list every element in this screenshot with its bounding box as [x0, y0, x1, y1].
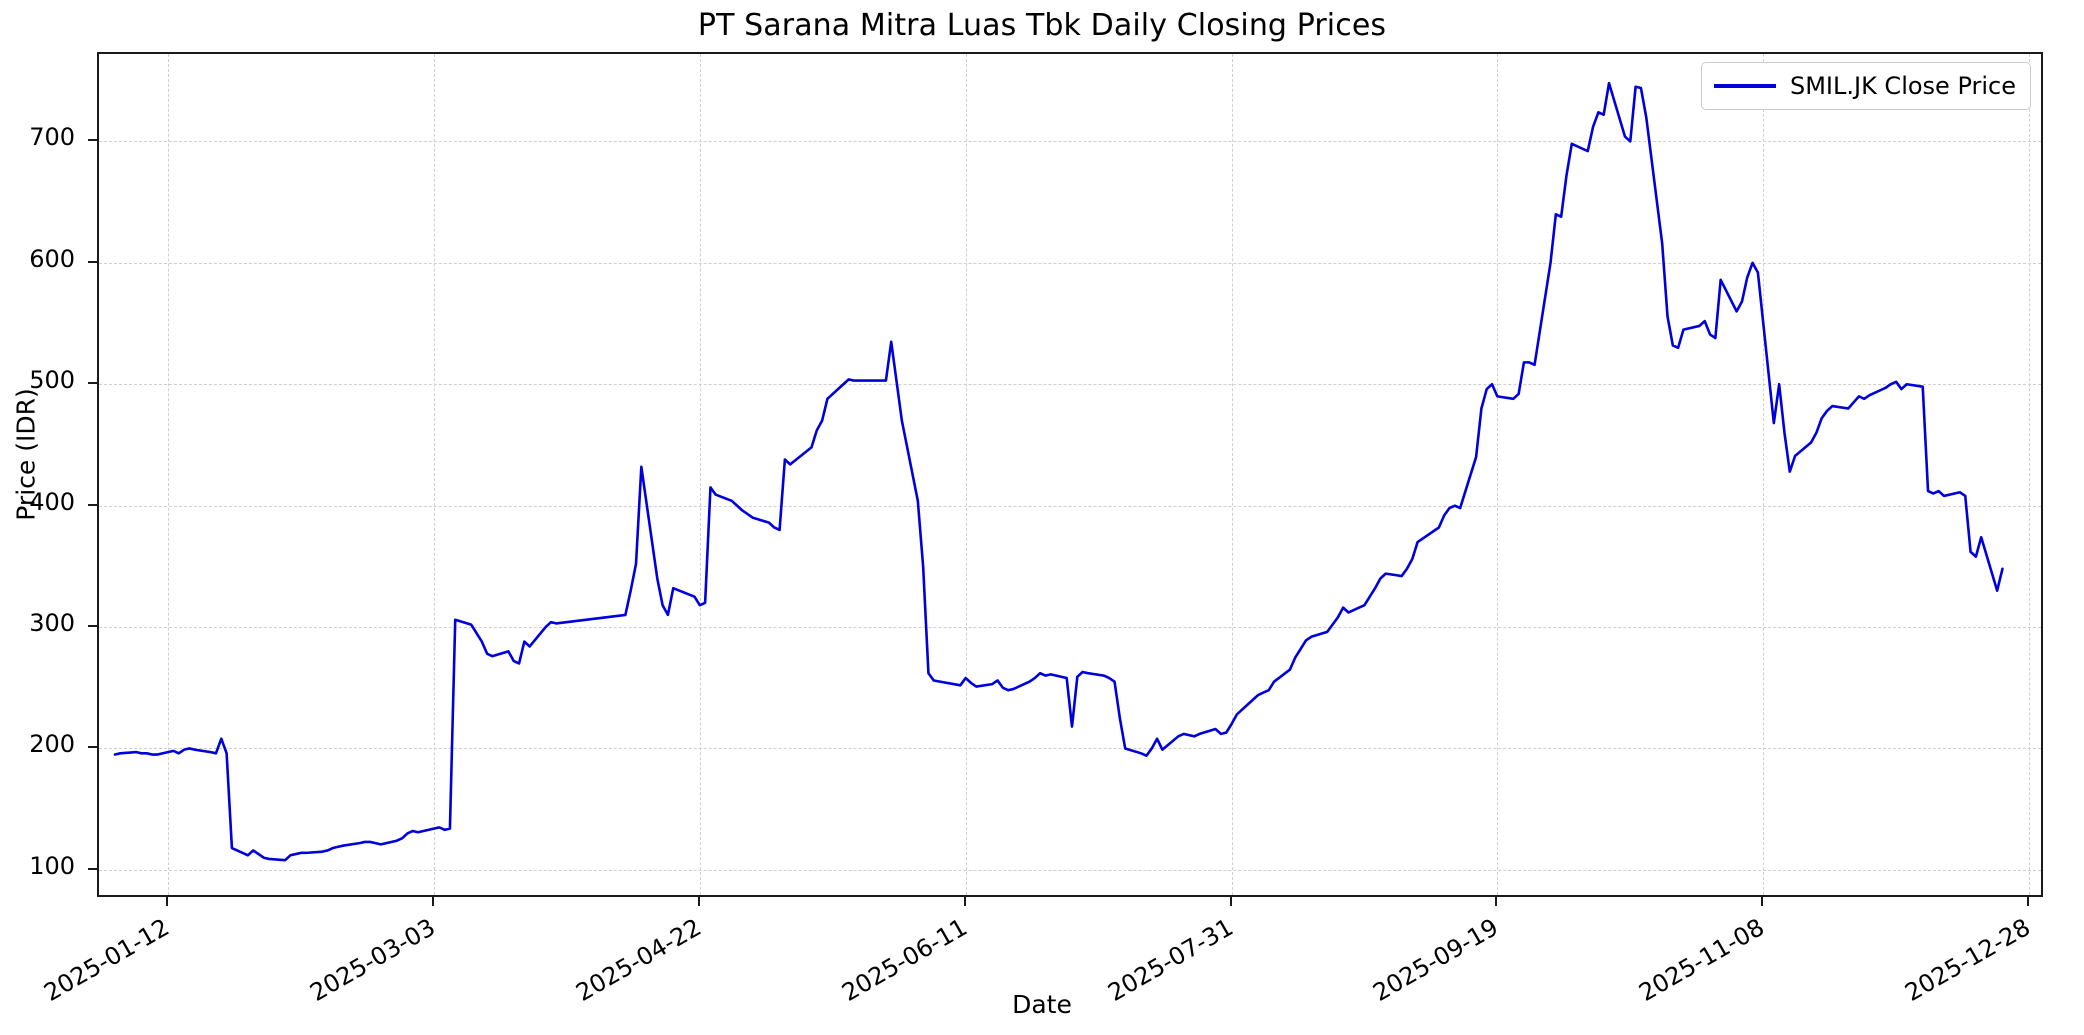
y-tick-label: 600 — [29, 244, 75, 273]
gridline-horizontal — [99, 384, 2041, 386]
gridline-horizontal — [99, 748, 2041, 750]
plot-inner — [99, 54, 2041, 895]
gridline-vertical — [168, 54, 170, 895]
x-tick-mark — [166, 897, 169, 906]
gridline-vertical — [699, 54, 701, 895]
gridline-vertical — [433, 54, 435, 895]
gridline-vertical — [2029, 54, 2031, 895]
y-tick-mark — [88, 503, 97, 506]
gridline-vertical — [1763, 54, 1765, 895]
y-tick-mark — [88, 382, 97, 385]
gridline-horizontal — [99, 262, 2041, 264]
y-tick-label: 400 — [29, 487, 75, 516]
x-tick-mark — [697, 897, 700, 906]
x-tick-mark — [431, 897, 434, 906]
series-svg — [113, 81, 2004, 862]
legend-label-smil-close-price: SMIL.JK Close Price — [1789, 72, 2016, 100]
x-axis-label: Date — [1012, 990, 1072, 1019]
y-axis-label: Price (IDR) — [11, 388, 41, 521]
x-tick-mark — [1761, 897, 1764, 906]
y-tick-mark — [88, 260, 97, 263]
chart-legend[interactable]: SMIL.JK Close Price — [1700, 62, 2031, 110]
gridline-vertical — [1231, 54, 1233, 895]
gridline-horizontal — [99, 627, 2041, 629]
gridline-vertical — [965, 54, 967, 895]
legend-line-swatch — [1713, 84, 1776, 88]
gridline-horizontal — [99, 141, 2041, 143]
y-tick-mark — [88, 867, 97, 870]
gridline-horizontal — [99, 869, 2041, 871]
y-tick-label: 500 — [29, 366, 75, 395]
x-tick-mark — [1229, 897, 1232, 906]
x-tick-mark — [1495, 897, 1498, 906]
y-tick-label: 200 — [29, 730, 75, 759]
y-tick-mark — [88, 139, 97, 142]
y-tick-label: 100 — [29, 851, 75, 880]
gridline-vertical — [1497, 54, 1499, 895]
gridline-horizontal — [99, 505, 2041, 507]
y-tick-mark — [88, 625, 97, 628]
x-tick-mark — [963, 897, 966, 906]
line-series-smil-close-price — [113, 81, 2004, 862]
plot-area — [97, 52, 2043, 897]
x-tick-mark — [2027, 897, 2030, 906]
y-tick-mark — [88, 746, 97, 749]
chart-title: PT Sarana Mitra Luas Tbk Daily Closing P… — [697, 8, 1387, 43]
y-tick-label: 700 — [29, 123, 75, 152]
y-tick-label: 300 — [29, 609, 75, 638]
